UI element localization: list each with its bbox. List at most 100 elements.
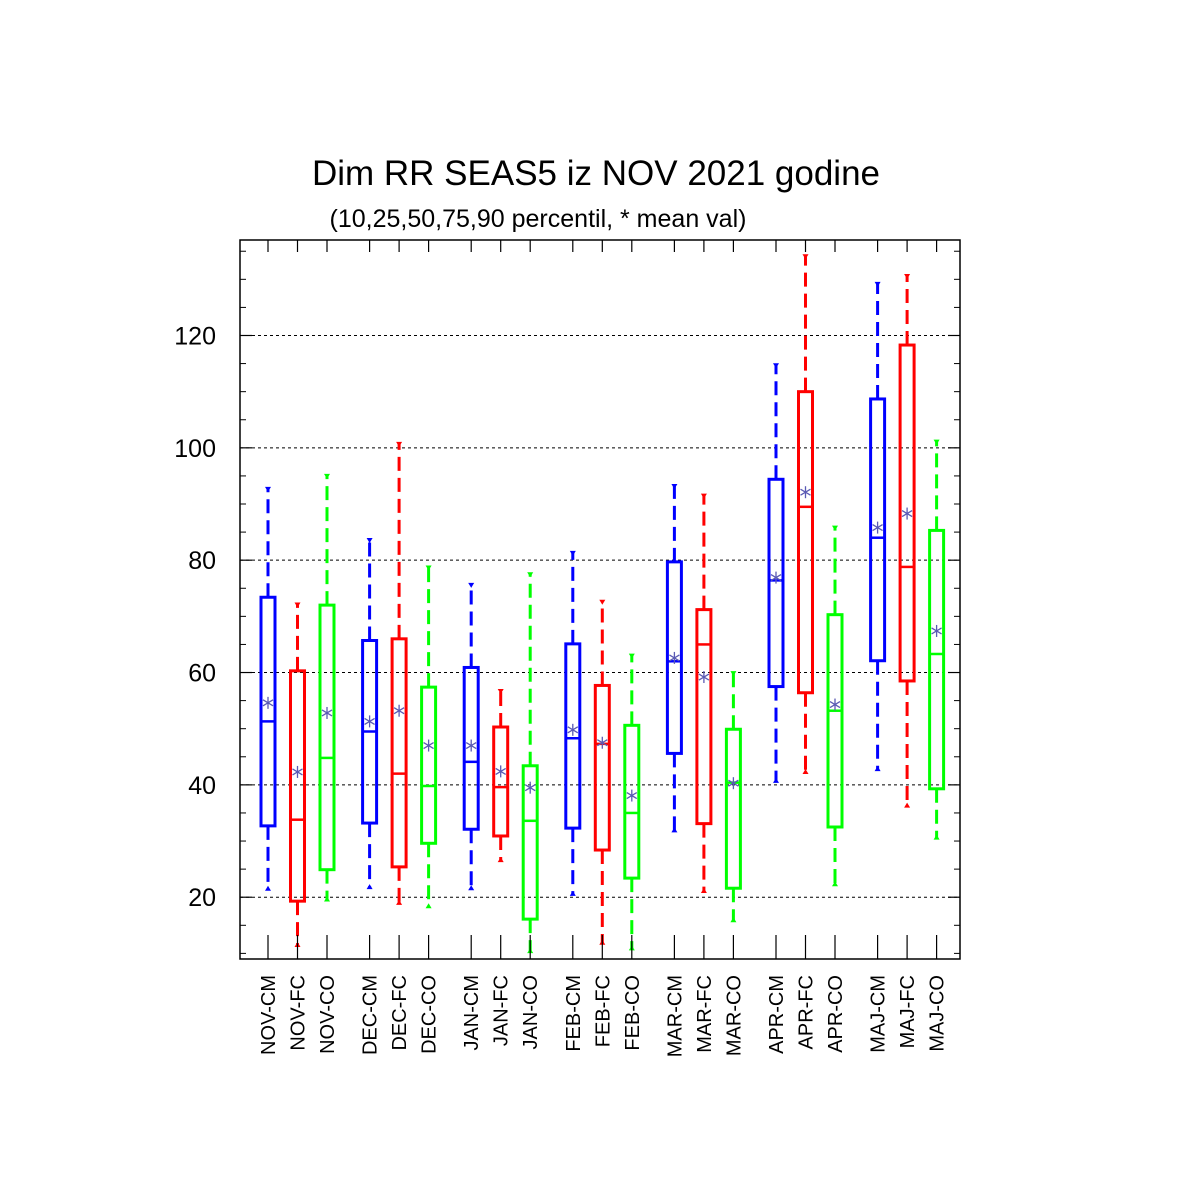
y-tick-label: 40 [188,772,216,800]
x-tick-label: MAR-CM [664,975,686,1057]
iqr-box [826,613,844,829]
x-tick-label: NOV-FC [288,975,310,1051]
box-jan-co [521,572,539,954]
p90-marker [874,281,881,287]
p90-marker [497,689,504,695]
p10-marker [933,834,940,840]
y-tick-label: 100 [174,435,216,463]
mean-marker [770,571,782,584]
mean-marker [872,521,883,534]
x-tick-label: APR-FC [796,975,818,1049]
p10-marker [425,903,432,909]
box-feb-co [623,653,641,951]
x-tick-label: FEB-CM [563,975,585,1052]
iqr-box [928,528,946,791]
p10-marker [569,890,576,896]
x-tick-label: JAN-CO [520,975,542,1049]
p10-marker [396,899,403,905]
p90-marker [832,525,838,531]
p90-marker [396,441,403,447]
box-mar-cm [665,484,683,833]
box-nov-cm [259,486,277,891]
box-nov-fc [289,602,306,947]
p90-marker [294,602,301,608]
p90-marker [671,484,678,490]
box-maj-fc [898,273,916,808]
box-mar-fc [695,493,713,894]
p90-marker [700,493,707,499]
iqr-box [767,477,785,689]
axes-layer: 20 40 60 80 100 120 NOV-CM NOV-FC NOV-CO DEC-CM DE… [174,240,960,1057]
p10-marker [366,884,373,890]
gridlines [240,334,960,898]
p10-marker [832,881,838,887]
box-feb-fc [593,599,611,945]
iqr-box [318,603,336,872]
x-tick-label: MAJ-CM [868,975,890,1053]
iqr-box [420,685,438,845]
box-feb-cm [564,550,582,896]
x-tick-label: DEC-CO [419,975,441,1054]
iqr-box [665,560,683,755]
x-tick-label: APR-CM [766,975,788,1054]
p10-marker [874,766,881,772]
x-tick-label: NOV-CM [258,975,280,1055]
mean-marker [393,704,405,717]
iqr-box [593,683,611,852]
p90-marker [802,254,809,260]
x-tick-label: DEC-CM [360,975,382,1055]
p90-marker [599,599,606,605]
iqr-box [623,723,641,880]
mean-marker [931,624,942,637]
box-dec-co [420,565,438,909]
p90-marker [628,653,635,659]
p90-marker [773,363,779,369]
box-maj-co [928,439,946,840]
box-dec-fc [390,441,408,905]
y-tick-label: 20 [188,884,216,912]
mean-marker [829,698,841,711]
x-tick-label: MAR-CO [723,975,745,1056]
box-nov-co [318,473,336,902]
iqr-box [521,764,539,921]
mean-marker [364,715,375,728]
iqr-box [289,669,306,903]
y-tick-label: 80 [188,547,216,575]
p90-marker [730,671,737,677]
mean-marker [465,739,477,752]
plot-frame [239,239,961,960]
x-tick-label: JAN-FC [491,975,513,1046]
mean-marker [728,777,739,790]
box-maj-cm [869,281,887,772]
x-tick-label: DEC-FC [389,975,411,1051]
p10-marker [324,896,330,902]
mean-marker [626,789,638,802]
p90-marker [569,550,576,556]
box-apr-fc [797,254,814,774]
mean-marker [524,781,536,794]
iqr-box [259,595,277,828]
iqr-box [724,727,742,890]
p10-marker [730,917,737,923]
mean-marker [698,671,710,684]
mean-marker [800,486,811,499]
x-tick-label: MAR-FC [694,975,716,1053]
chart-subtitle: (10,25,50,75,90 percentil, * mean val) [330,205,747,233]
y-tick-label: 120 [174,322,216,350]
x-tick-label: JAN-CM [461,975,483,1051]
p10-marker [671,827,678,833]
y-tick-label: 60 [188,660,216,688]
p10-marker [497,857,504,863]
iqr-box [492,725,510,838]
chart-title: Dim RR SEAS5 iz NOV 2021 godine [312,154,880,193]
mean-marker [567,723,579,736]
p10-marker [773,777,779,783]
box-dec-cm [361,537,379,890]
p90-marker [425,565,432,571]
mean-marker [423,739,434,752]
iqr-box [462,665,480,831]
mean-marker [292,765,303,778]
boxes-layer [259,254,946,954]
p10-marker [802,768,809,774]
